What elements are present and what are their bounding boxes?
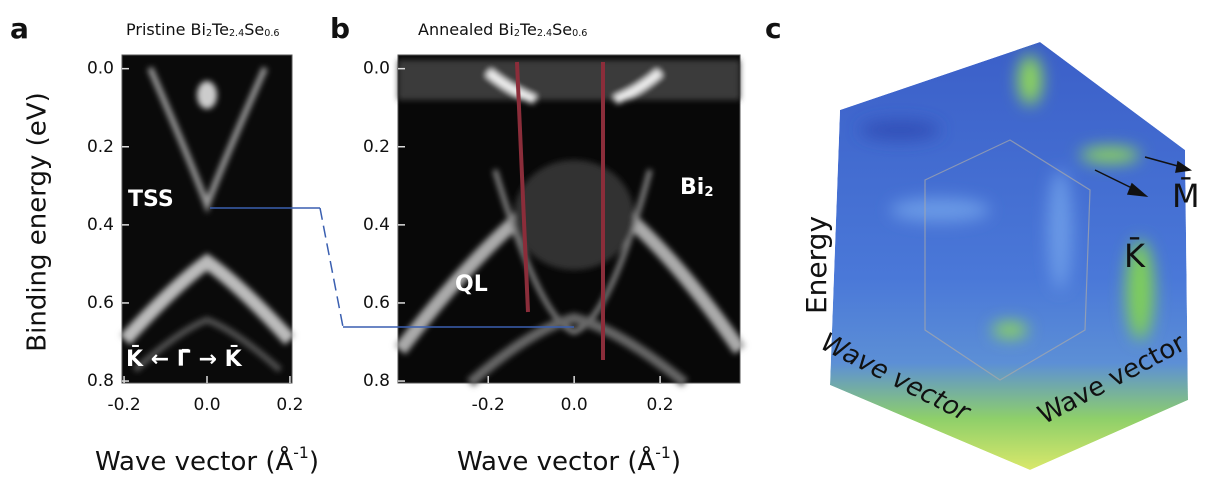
subscript: 0.6 xyxy=(264,28,279,39)
annotation: TSS xyxy=(128,187,174,212)
text-part: Wave vector (Å xyxy=(95,445,294,477)
subscript: 0.6 xyxy=(572,28,587,39)
axis-label: Energy xyxy=(800,216,833,314)
cut-line xyxy=(515,61,530,313)
x-tick-label: 0.0 xyxy=(561,395,588,415)
y-tick-label: 0.8 xyxy=(363,371,390,391)
x-axis-label: Wave vector (Å-1) xyxy=(95,444,319,477)
x-tick-label: -0.2 xyxy=(472,395,505,415)
x-tick-label: 0.2 xyxy=(276,395,303,415)
y-tick-label: 0.6 xyxy=(87,293,114,313)
text-part: ) xyxy=(309,447,319,477)
text-part: Te xyxy=(211,20,229,39)
connector xyxy=(210,207,574,328)
text-part: ) xyxy=(671,447,681,477)
subscript: 2.4 xyxy=(229,28,244,39)
text-part: Wave vector (Å xyxy=(457,445,656,477)
superscript: -1 xyxy=(655,444,671,462)
x-axis-label: Wave vector (Å-1) xyxy=(457,444,681,477)
band-cube xyxy=(830,42,1188,470)
text-part: Pristine Bi xyxy=(126,20,206,39)
point-label: K̄ xyxy=(1124,236,1146,275)
subscript: 2 xyxy=(704,185,713,200)
y-tick-label: 0.6 xyxy=(363,293,390,313)
subscript: 2 xyxy=(514,28,520,39)
panel-letter: c xyxy=(765,12,782,45)
text-part: Se xyxy=(552,20,572,39)
y-tick-label: 0.4 xyxy=(87,215,114,235)
x-tick-label: 0.2 xyxy=(647,395,674,415)
panel-title: Pristine Bi2Te2.4Se0.6 xyxy=(126,20,279,40)
text-part: Bi xyxy=(680,175,704,200)
panel-title: Annealed Bi2Te2.4Se0.6 xyxy=(418,20,587,40)
annotation: QL xyxy=(455,272,488,297)
x-tick-label: -0.2 xyxy=(107,395,140,415)
y-tick-label: 0.0 xyxy=(87,59,114,79)
text-part: Te xyxy=(519,20,537,39)
superscript: -1 xyxy=(293,444,309,462)
y-tick-label: 0.0 xyxy=(363,59,390,79)
point-label: M̄ xyxy=(1172,176,1200,215)
arpes-image-a xyxy=(119,54,296,384)
y-tick-label: 0.2 xyxy=(363,137,390,157)
y-axis-label: Binding energy (eV) xyxy=(23,92,53,351)
subscript: 2.4 xyxy=(537,28,552,39)
text-part: Se xyxy=(244,20,264,39)
subscript: 2 xyxy=(206,28,212,39)
y-tick-label: 0.4 xyxy=(363,215,390,235)
annotation: K̄ ← Γ̄ → K̄ xyxy=(126,346,243,372)
x-tick-label: 0.0 xyxy=(193,395,220,415)
arrows xyxy=(1094,156,1193,198)
arpes-image-b xyxy=(394,54,746,387)
text-part: Annealed Bi xyxy=(418,20,514,39)
y-tick-label: 0.2 xyxy=(87,137,114,157)
y-tick-label: 0.8 xyxy=(87,371,114,391)
annotation: Bi2 xyxy=(680,175,714,200)
panel-letter: b xyxy=(330,12,350,45)
panel-letter: a xyxy=(10,12,29,45)
